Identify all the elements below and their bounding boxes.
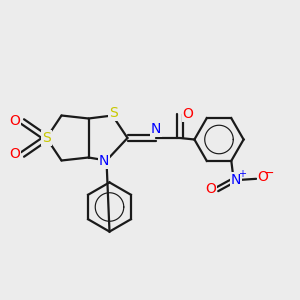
Text: −: − <box>264 167 274 180</box>
Text: N: N <box>231 173 241 187</box>
Text: +: + <box>238 169 246 179</box>
Text: S: S <box>42 131 51 145</box>
Text: O: O <box>10 115 20 128</box>
Text: O: O <box>205 182 216 196</box>
Text: N: N <box>151 122 161 136</box>
Text: O: O <box>257 170 268 184</box>
Text: N: N <box>99 154 109 168</box>
Text: O: O <box>10 148 20 161</box>
Text: O: O <box>182 107 193 121</box>
Text: S: S <box>109 106 118 120</box>
